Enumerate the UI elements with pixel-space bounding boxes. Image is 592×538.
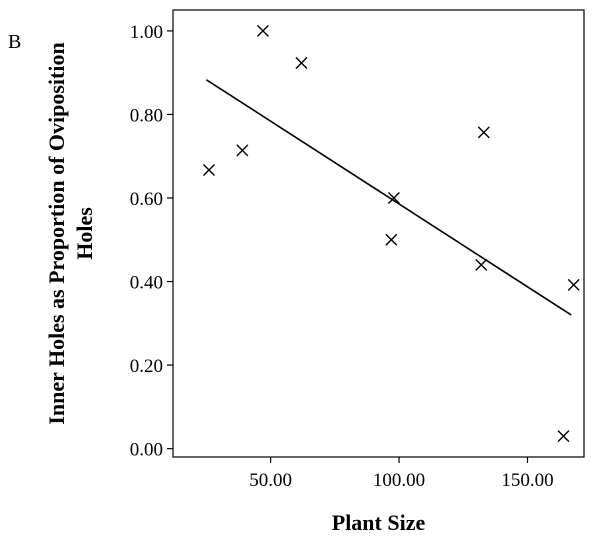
y-axis-title-line2: Holes <box>72 207 97 260</box>
y-tick-label: 0.80 <box>130 105 163 126</box>
x-axis: 50.00 100.00 150.00 <box>249 457 554 491</box>
y-axis-title: Inner Holes as Proportion of Oviposition… <box>44 42 97 424</box>
data-point-marker <box>557 430 570 443</box>
data-point-marker <box>295 57 308 70</box>
data-point-marker <box>477 126 490 139</box>
y-tick-label: 1.00 <box>130 22 163 43</box>
x-tick-label: 150.00 <box>501 470 553 491</box>
y-tick-label: 0.60 <box>130 189 163 210</box>
data-point-marker <box>236 144 249 157</box>
x-tick-label: 50.00 <box>249 470 292 491</box>
y-axis-title-line1: Inner Holes as Proportion of Oviposition <box>44 42 69 424</box>
data-point-marker <box>475 258 488 271</box>
data-points <box>202 24 580 443</box>
data-point-marker <box>567 278 580 291</box>
x-tick-label: 100.00 <box>373 470 425 491</box>
x-axis-title: Plant Size <box>332 510 426 535</box>
y-tick-label: 0.20 <box>130 356 163 377</box>
panel-label: B <box>8 31 21 53</box>
data-point-marker <box>387 191 400 204</box>
data-point-marker <box>202 164 215 176</box>
y-tick-label: 0.00 <box>130 440 163 461</box>
data-point-marker <box>256 24 269 37</box>
y-tick-label: 0.40 <box>130 273 163 294</box>
regression-line <box>205 79 572 316</box>
y-axis: 0.00 0.20 0.40 0.60 0.80 1.00 <box>130 22 173 461</box>
plot-area-frame <box>172 9 585 458</box>
data-point-marker <box>385 233 398 246</box>
